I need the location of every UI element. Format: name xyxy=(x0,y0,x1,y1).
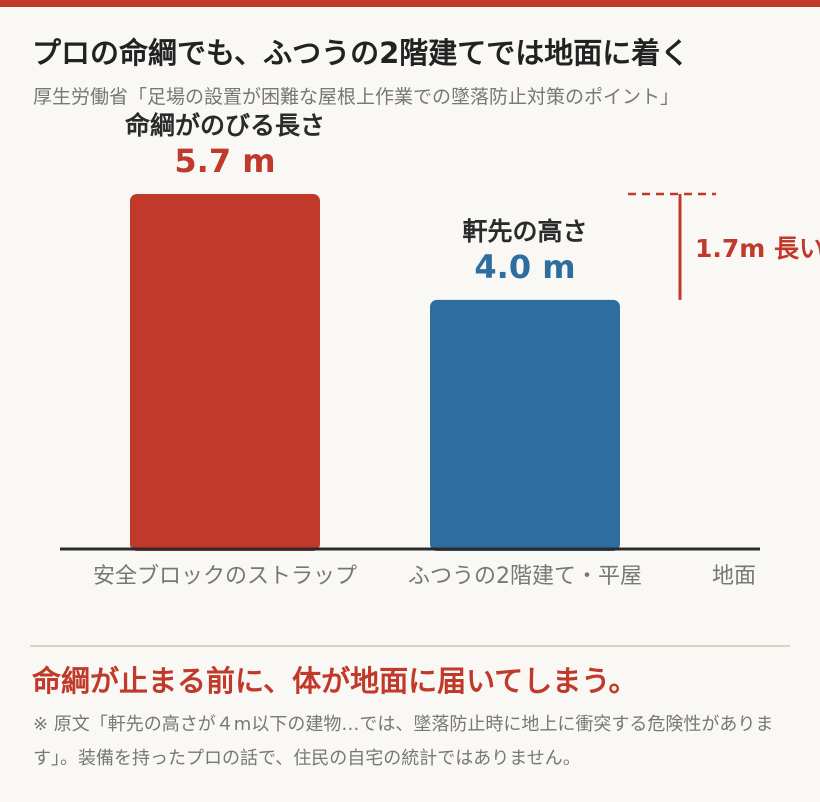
section-divider xyxy=(30,645,790,647)
bar-1 xyxy=(130,194,320,551)
top-accent-bar xyxy=(0,0,820,7)
ground-label: 地面 xyxy=(712,564,756,589)
category-label-1: 安全ブロックのストラップ xyxy=(93,564,357,589)
source-citation: 厚生労働省「足場の設置が困難な屋根上作業での墜落防止対策のポイント」 xyxy=(33,86,680,108)
conclusion-headline: 命綱が止まる前に、体が地面に届いてしまう。 xyxy=(32,664,638,698)
source-footnote: ※ 原文「軒先の高さが４m以下の建物…では、墜落防止時に地上に衝突する危険性があ… xyxy=(33,714,774,769)
bar-1-title: 命綱がのびる長さ xyxy=(125,111,325,140)
bar-1-value-label: 5.7 m xyxy=(174,142,275,180)
bar-2-value-label: 4.0 m xyxy=(474,248,575,286)
difference-label: 1.7m 長い xyxy=(695,234,820,263)
bar-2 xyxy=(430,299,620,551)
page-title: プロの命綱でも、ふつうの2階建てでは地面に着く xyxy=(32,36,690,70)
category-label-2: ふつうの2階建て・平屋 xyxy=(408,564,642,589)
bar-2-title: 軒先の高さ xyxy=(462,217,587,246)
